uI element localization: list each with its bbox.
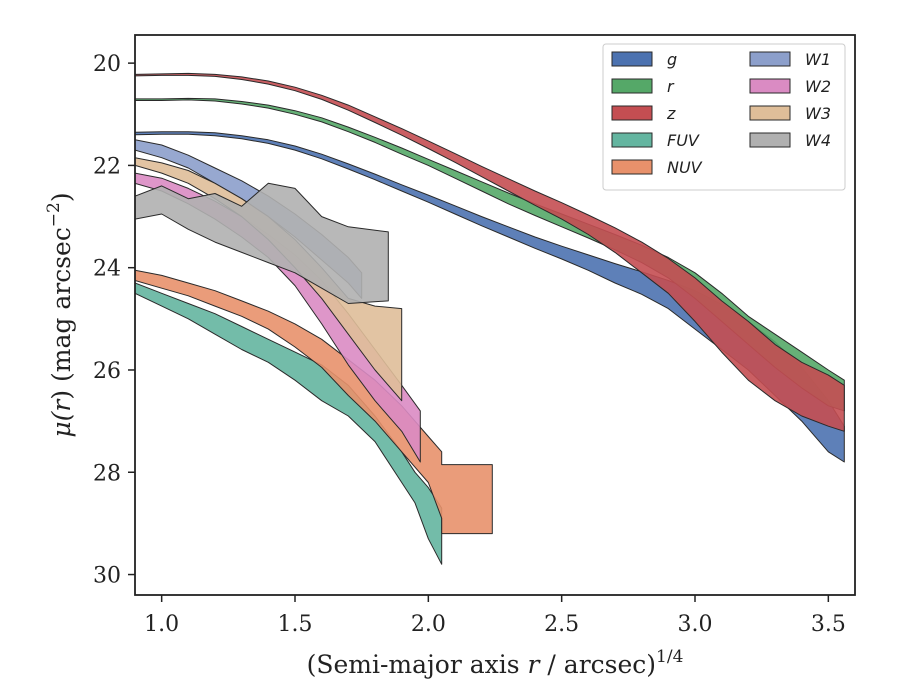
legend-label: W2 [805,77,831,96]
x-axis-label: (Semi-major axis r / arcsec)1/4 [307,647,684,679]
legend-label: z [666,104,676,123]
legend-swatch [749,132,791,148]
band-z [135,72,845,432]
x-tick-label: 1.0 [144,612,179,637]
legend-label: W1 [805,50,831,69]
y-tick-label: 24 [93,257,121,282]
legend-label: W4 [805,131,831,150]
series-bands [135,72,845,565]
legend-label: NUV [667,158,703,177]
x-tick-label: 2.5 [544,612,579,637]
legend-label: FUV [667,131,700,150]
legend-label: W3 [805,104,831,123]
x-tick-label: 3.5 [811,612,846,637]
y-tick-label: 26 [93,359,121,384]
x-axis: 1.0 1.5 2.0 2.5 3.0 3.5 [144,595,846,637]
x-tick-label: 1.5 [278,612,313,637]
legend-label: g [667,50,677,69]
plot-frame [134,34,856,596]
legend-swatch [611,105,653,121]
y-tick-label: 20 [93,52,121,77]
legend-swatch [749,51,791,67]
y-axis-label: μ(r) (mag arcsec−2) [44,192,76,437]
y-tick-label: 22 [93,154,121,179]
y-axis: 20 22 24 26 28 30 [93,52,135,589]
x-tick-label: 2.0 [411,612,446,637]
legend-swatch [611,132,653,148]
y-tick-label: 28 [93,461,121,486]
legend-label: r [667,77,675,96]
x-tick-label: 3.0 [678,612,713,637]
band-w3 [135,157,403,402]
legend-swatch [611,78,653,94]
legend: grz FUV NUV W1 W2 W3 W4 [602,43,846,191]
legend-swatch [611,51,653,67]
legend-swatch [749,105,791,121]
band-nuv [135,269,493,535]
band-w4 [135,182,389,304]
legend-swatch [611,159,653,175]
legend-swatch [749,78,791,94]
y-tick-label: 30 [93,564,121,589]
